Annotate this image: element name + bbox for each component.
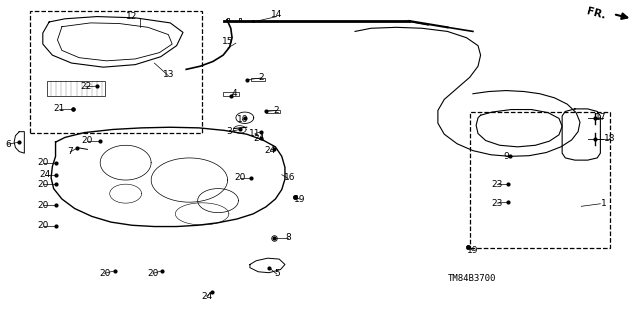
Text: 20: 20: [37, 201, 49, 210]
Bar: [223, 92, 239, 96]
Text: 7: 7: [67, 147, 73, 156]
Text: 20: 20: [82, 136, 93, 145]
Text: 20: 20: [235, 173, 246, 182]
Text: 24: 24: [39, 170, 51, 179]
Text: 23: 23: [492, 199, 503, 208]
Bar: [47, 81, 104, 96]
Text: 1: 1: [601, 199, 607, 208]
Text: 12: 12: [126, 12, 138, 21]
Bar: [251, 78, 265, 81]
Text: 24: 24: [201, 292, 212, 300]
Text: 20: 20: [37, 221, 49, 230]
Text: 20: 20: [37, 158, 49, 167]
Text: 13: 13: [163, 70, 174, 79]
Text: 2: 2: [274, 106, 280, 115]
Text: 14: 14: [271, 10, 282, 19]
Text: FR.: FR.: [586, 6, 607, 21]
Text: 3: 3: [227, 127, 232, 136]
Text: 17: 17: [595, 113, 606, 122]
Text: 6: 6: [5, 140, 11, 149]
Text: 24: 24: [254, 134, 265, 144]
Text: 19: 19: [294, 195, 305, 204]
Text: 9: 9: [503, 152, 509, 161]
Text: 19: 19: [467, 246, 479, 255]
Text: 11: 11: [249, 129, 260, 138]
Text: 15: 15: [222, 37, 234, 46]
Text: 4: 4: [231, 89, 237, 98]
Text: 23: 23: [492, 180, 503, 189]
Text: 10: 10: [237, 115, 248, 124]
Text: 5: 5: [274, 270, 280, 278]
Text: 16: 16: [284, 173, 295, 182]
Text: TM84B3700: TM84B3700: [447, 274, 496, 283]
Text: 2: 2: [259, 73, 264, 82]
Text: 8: 8: [285, 234, 291, 242]
Text: 21: 21: [53, 104, 65, 113]
Text: 24: 24: [265, 145, 276, 154]
Text: 18: 18: [604, 134, 616, 144]
Bar: [266, 110, 280, 113]
Text: 22: 22: [80, 82, 91, 91]
Text: 20: 20: [99, 269, 110, 278]
Text: 20: 20: [37, 180, 49, 189]
Text: 20: 20: [147, 269, 159, 278]
